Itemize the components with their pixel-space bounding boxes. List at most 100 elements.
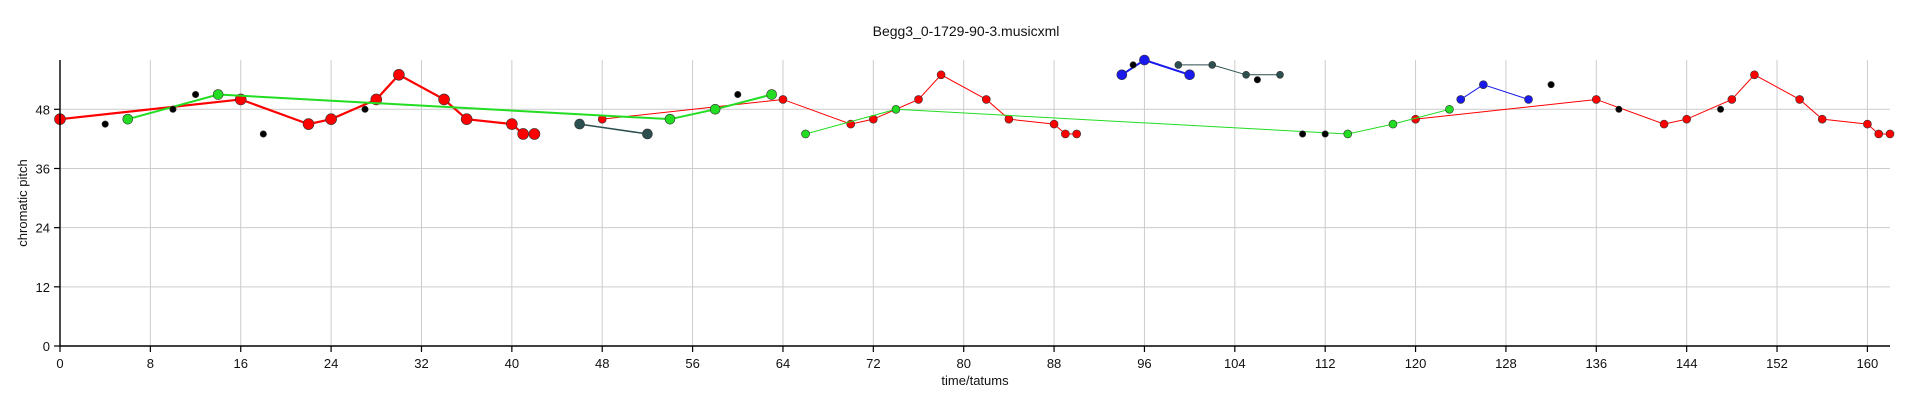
data-point	[302, 118, 315, 130]
data-point	[981, 95, 991, 104]
data-point	[122, 113, 134, 125]
x-tick-label: 112	[1315, 356, 1336, 371]
data-point	[1524, 95, 1533, 104]
x-tick-label: 88	[1047, 356, 1061, 371]
series-6	[1116, 54, 1195, 81]
series-group	[54, 54, 1895, 140]
data-point	[1276, 70, 1284, 79]
data-point	[664, 113, 676, 125]
x-tick-label: 128	[1495, 356, 1517, 371]
series-line	[59, 73, 535, 136]
data-point	[393, 68, 405, 81]
data-point	[1727, 95, 1737, 104]
data-point	[1049, 119, 1059, 129]
x-tick-label: 8	[147, 356, 154, 371]
data-point	[1061, 129, 1070, 139]
data-point	[734, 91, 742, 99]
data-point	[192, 91, 200, 99]
data-point	[801, 129, 810, 139]
data-point	[1299, 130, 1307, 138]
series-line	[1178, 64, 1280, 76]
data-point	[642, 128, 653, 140]
x-tick-label: 120	[1405, 356, 1427, 371]
x-axis-label: time/tatums	[941, 373, 1009, 388]
data-point	[1615, 105, 1623, 113]
data-point	[1139, 54, 1150, 66]
x-tick-label: 56	[685, 356, 699, 371]
x-tick-label: 136	[1585, 356, 1607, 371]
data-point	[361, 105, 369, 113]
series-0	[54, 68, 541, 140]
x-tick-label: 32	[414, 356, 428, 371]
x-tick-label: 16	[234, 356, 248, 371]
data-point	[438, 93, 450, 106]
y-axis-label: chromatic pitch	[15, 159, 30, 246]
data-point	[778, 95, 788, 104]
data-point	[1591, 95, 1601, 104]
series-9	[101, 61, 1725, 138]
data-point	[1321, 130, 1329, 138]
data-point	[1795, 95, 1804, 104]
y-ticks: 0 12 24 36 48	[36, 102, 60, 354]
data-point	[891, 105, 901, 114]
data-point	[1242, 70, 1250, 79]
data-point	[1717, 105, 1725, 113]
data-point	[1343, 129, 1353, 139]
x-tick-label: 48	[595, 356, 609, 371]
data-point	[506, 118, 518, 130]
x-tick-label: 160	[1857, 356, 1879, 371]
series-line	[1460, 84, 1529, 100]
data-point	[1863, 119, 1872, 129]
data-point	[1072, 129, 1081, 139]
data-point	[709, 104, 721, 115]
data-point	[1874, 129, 1884, 139]
y-tick-label: 12	[36, 280, 50, 295]
data-point	[1456, 95, 1466, 104]
x-tick-label: 96	[1137, 356, 1151, 371]
y-tick-label: 24	[36, 221, 50, 236]
data-point	[1129, 61, 1137, 69]
data-point	[1750, 70, 1759, 80]
series-4	[801, 105, 1454, 139]
data-point	[1547, 81, 1555, 89]
data-point	[1184, 69, 1195, 81]
x-ticks: 0 8 16 24 32 40 48 56 64 72 80 88 96 104 112 120 128 136 1…	[56, 346, 1878, 371]
data-point	[325, 113, 337, 125]
series-line	[579, 123, 648, 135]
x-tick-label: 152	[1766, 356, 1788, 371]
y-tick-label: 36	[36, 161, 50, 176]
data-point	[1116, 69, 1128, 81]
x-tick-label: 144	[1676, 356, 1698, 371]
data-point	[101, 120, 109, 128]
data-point	[1174, 61, 1183, 69]
data-point	[1682, 114, 1691, 124]
data-point	[1479, 80, 1488, 89]
data-point	[1388, 119, 1398, 129]
series-1	[597, 70, 1081, 139]
x-tick-label: 24	[324, 356, 338, 371]
series-3	[122, 89, 777, 125]
x-tick-label: 80	[956, 356, 970, 371]
y-tick-label: 48	[36, 102, 50, 117]
data-point	[1817, 114, 1827, 124]
y-tick-label: 0	[43, 339, 50, 354]
x-tick-label: 104	[1224, 356, 1246, 371]
data-point	[914, 95, 923, 104]
data-point	[1253, 76, 1261, 84]
axes	[59, 60, 1890, 347]
data-point	[528, 128, 541, 140]
data-point	[259, 130, 267, 138]
x-tick-label: 72	[866, 356, 880, 371]
data-point	[169, 105, 177, 113]
chart-title: Begg3_0-1729-90-3.musicxml	[873, 23, 1060, 39]
series-5	[574, 118, 653, 140]
x-tick-label: 0	[56, 356, 63, 371]
data-point	[212, 89, 224, 100]
series-7	[1456, 80, 1533, 104]
series-8	[1174, 61, 1284, 79]
data-point	[460, 113, 473, 125]
data-point	[766, 89, 777, 100]
data-point	[1208, 61, 1217, 69]
data-point	[1445, 105, 1454, 114]
